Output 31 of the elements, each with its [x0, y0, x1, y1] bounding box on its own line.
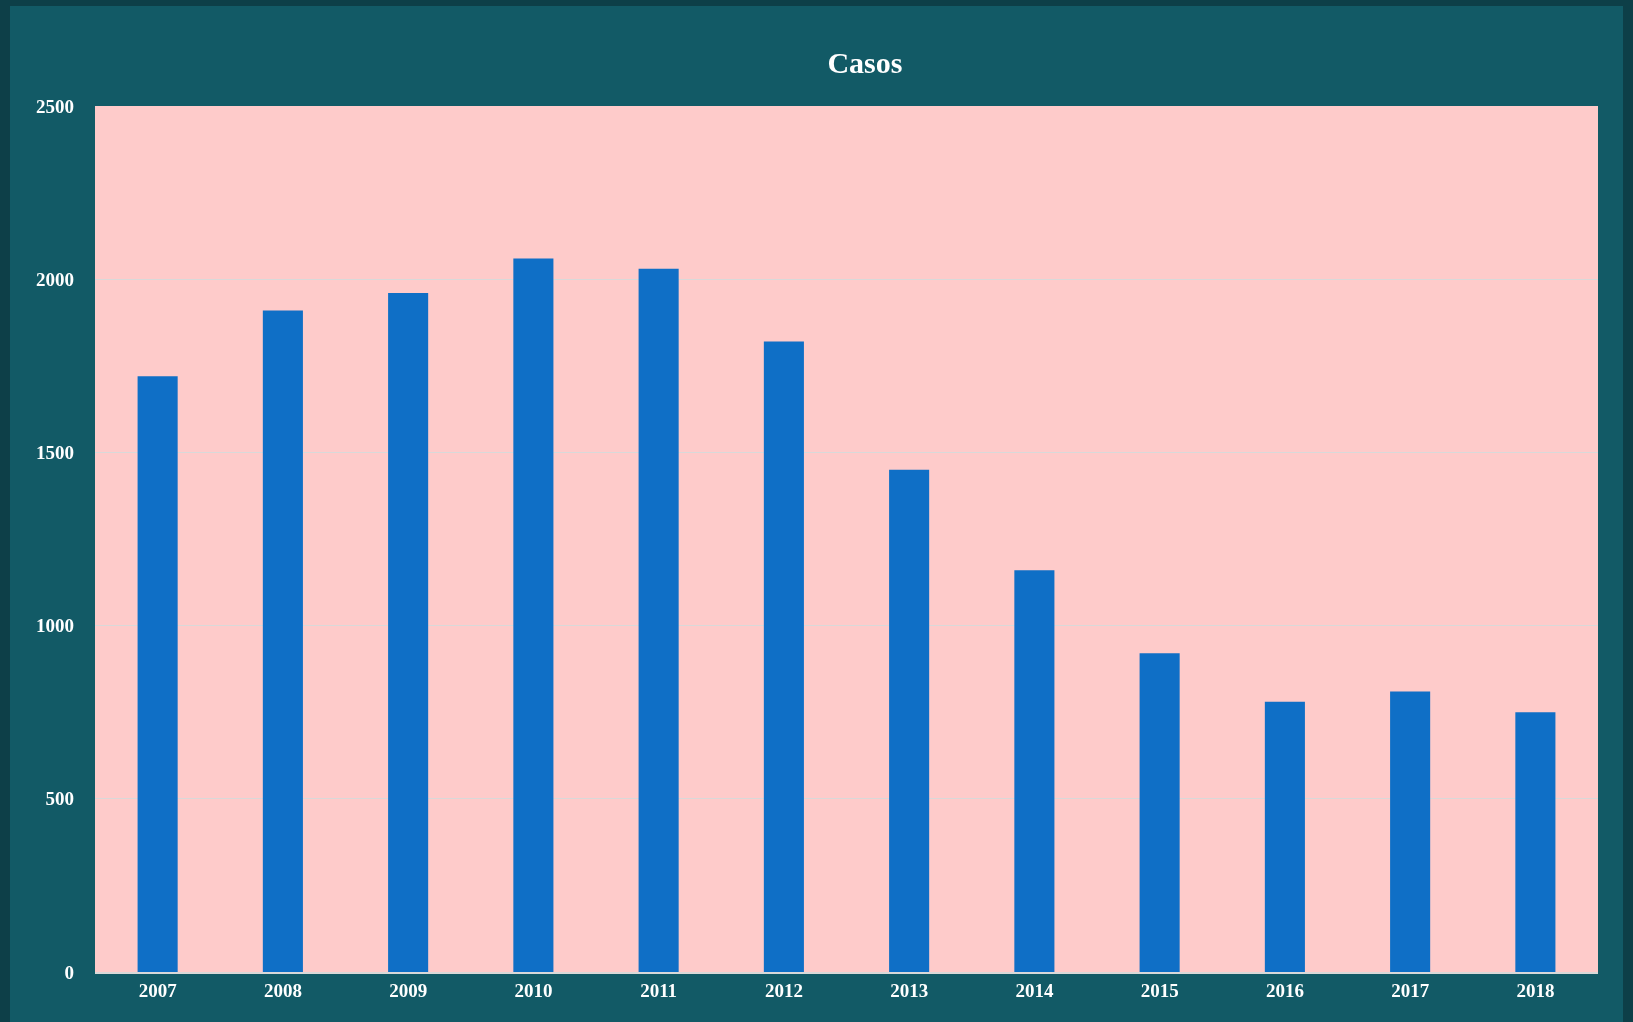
x-tick-label: 2015 [1140, 979, 1179, 1001]
x-tick-label: 2017 [1391, 979, 1430, 1001]
y-tick-label: 500 [45, 788, 74, 810]
y-tick-label: 2500 [36, 95, 74, 117]
bar [1014, 570, 1055, 972]
y-tick-label: 1000 [36, 615, 74, 637]
bar [638, 268, 679, 972]
x-tick-label: 2018 [1516, 979, 1555, 1001]
bar [889, 469, 930, 972]
x-tick-label: 2008 [263, 979, 302, 1001]
x-tick-label: 2011 [640, 979, 678, 1001]
x-tick-label: 2007 [138, 979, 178, 1001]
chart-title: Casos [827, 45, 903, 79]
bar [763, 341, 804, 972]
bar [513, 258, 554, 972]
y-tick-label: 2000 [36, 268, 74, 290]
x-tick-label: 2013 [890, 979, 929, 1001]
y-tick-label: 1500 [36, 442, 74, 464]
bar [1264, 701, 1305, 972]
y-tick-label: 0 [64, 961, 74, 983]
bar [1515, 712, 1556, 972]
x-tick-label: 2016 [1265, 979, 1304, 1001]
x-tick-label: 2014 [1015, 979, 1054, 1001]
bar [137, 376, 178, 972]
bar [388, 293, 429, 972]
x-tick-label: 2010 [514, 979, 553, 1001]
bar [1390, 691, 1431, 972]
x-tick-label: 2012 [764, 979, 803, 1001]
x-tick-label: 2009 [389, 979, 428, 1001]
bar [1139, 653, 1180, 972]
bar [262, 310, 303, 972]
